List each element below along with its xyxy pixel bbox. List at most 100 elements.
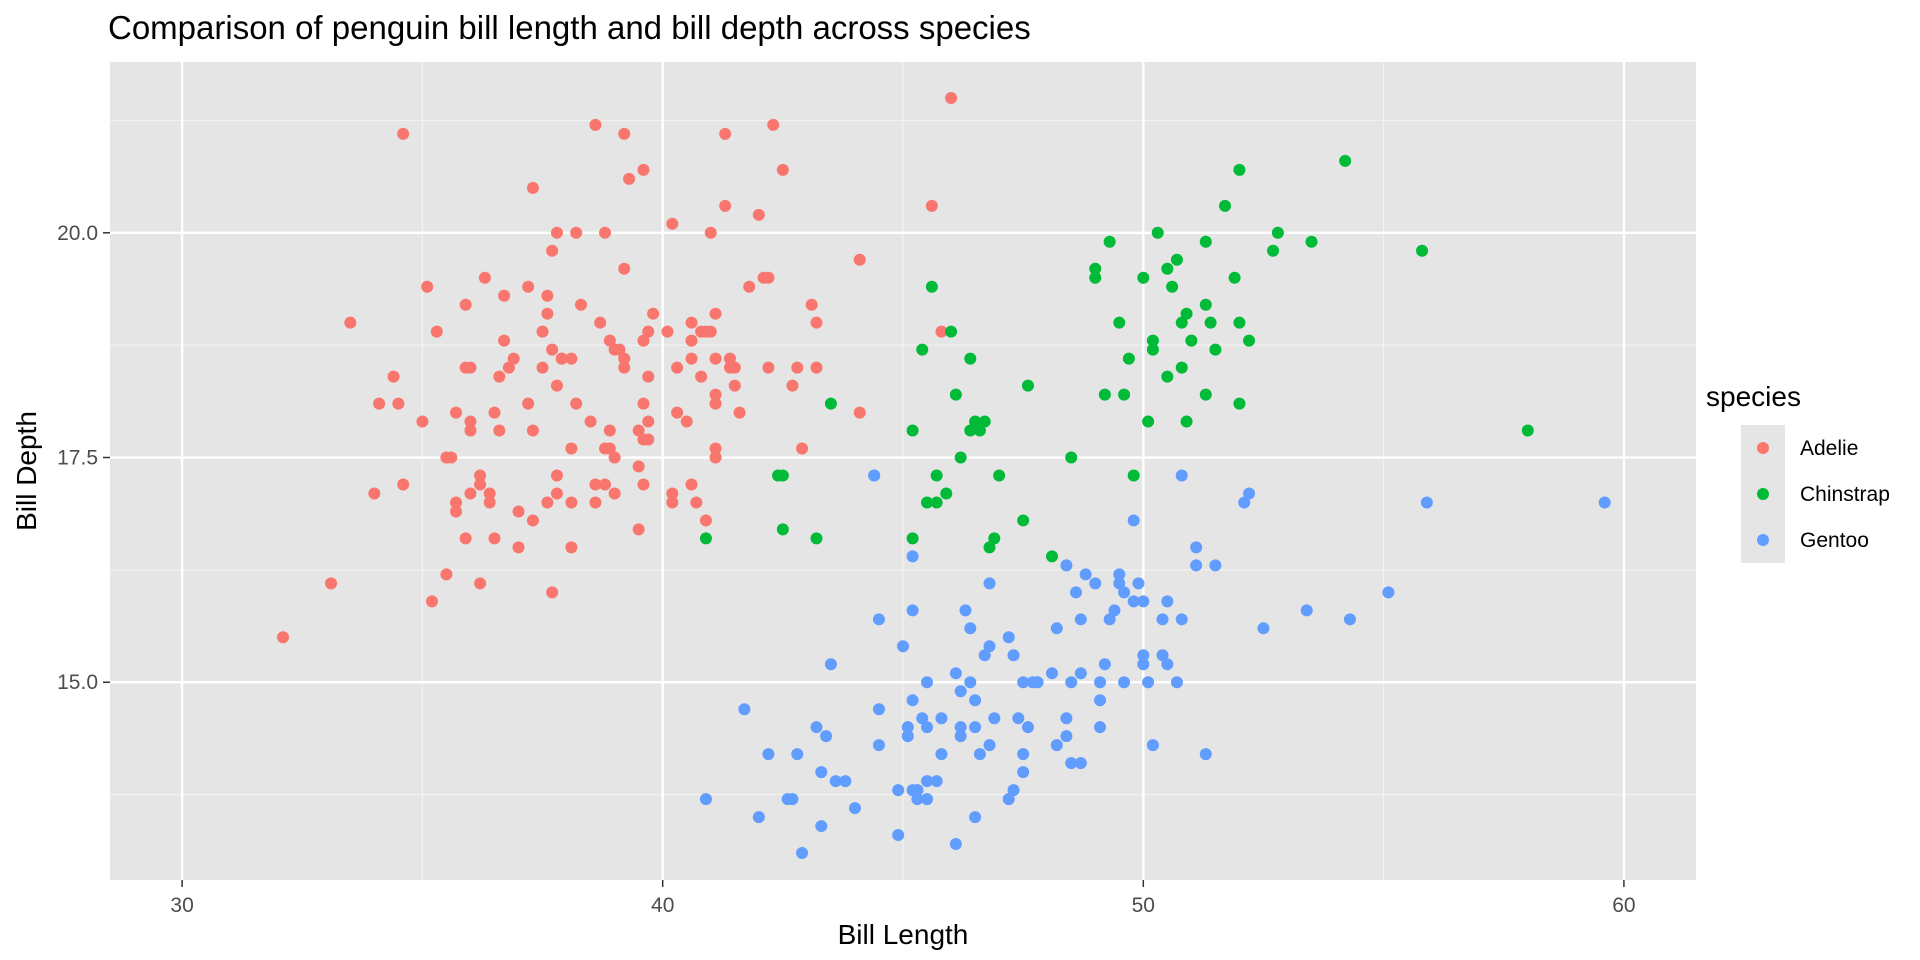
data-point [935,712,948,725]
data-point [728,361,741,374]
data-point [762,271,775,284]
data-point [892,784,905,797]
data-point [459,298,472,311]
data-point [1007,784,1020,797]
data-point [603,334,616,347]
data-point [1045,667,1058,680]
data-point [1127,469,1140,482]
x-tick-label: 60 [1612,894,1635,917]
data-point [1079,568,1092,581]
data-point [762,361,775,374]
data-point [916,712,929,725]
data-point [824,397,837,410]
data-point [815,766,828,779]
data-point [901,721,914,734]
data-point [945,91,958,104]
data-point [1243,487,1256,500]
data-point [1074,757,1087,770]
data-point [1156,613,1169,626]
data-point [791,361,804,374]
data-point [526,424,539,437]
data-point [786,379,799,392]
data-point [498,334,511,347]
major-gridlines [110,62,1696,880]
data-point [767,118,780,131]
data-point [906,532,919,545]
legend-key-chinstrap [1757,488,1769,500]
data-point [1142,415,1155,428]
data-point [1190,559,1203,572]
data-point [954,451,967,464]
data-point [973,424,986,437]
data-point [921,721,934,734]
data-point [608,451,621,464]
data-point [1305,235,1318,248]
data-point [983,541,996,554]
data-point [1089,262,1102,275]
y-tick-label: 17.5 [57,447,98,470]
data-point [921,496,934,509]
data-point [430,325,443,338]
data-point [550,226,563,239]
data-point [1094,694,1107,707]
data-point [752,811,765,824]
data-point [661,325,674,338]
data-point [536,361,549,374]
data-point [426,595,439,608]
data-point [786,793,799,806]
data-point [546,586,559,599]
data-point [1238,496,1251,509]
data-point [642,325,655,338]
data-point [488,532,501,545]
data-point [848,802,861,815]
data-point [949,838,962,851]
data-point [709,397,722,410]
data-point [1060,559,1073,572]
data-point [392,397,405,410]
series-adelie [277,91,958,644]
data-point [1012,712,1025,725]
data-point [925,199,938,212]
data-point [964,424,977,437]
data-point [969,811,982,824]
data-point [704,226,717,239]
data-point [637,163,650,176]
data-point [954,685,967,698]
data-point [1113,577,1126,590]
legend-key-adelie [1757,442,1769,454]
data-point [1060,712,1073,725]
data-point [728,379,741,392]
data-point [993,469,1006,482]
data-point [892,829,905,842]
legend-items: Adelie Chinstrap Gentoo [1757,437,1890,552]
data-point [709,307,722,320]
data-point [1017,748,1030,761]
data-point [474,478,487,491]
data-point [1094,676,1107,689]
data-point [1017,766,1030,779]
data-point [550,469,563,482]
data-point [1098,388,1111,401]
data-point [1161,370,1174,383]
data-point [1180,307,1193,320]
data-point [632,460,645,473]
data-point [1416,244,1429,257]
data-point [959,604,972,617]
data-point [815,820,828,833]
data-point [954,721,967,734]
data-point [911,784,924,797]
data-point [450,496,463,509]
x-tick-label: 40 [651,894,674,917]
data-point [483,487,496,500]
data-point [647,307,660,320]
data-point [483,496,496,509]
data-point [1089,577,1102,590]
data-point [897,640,909,653]
data-point [743,280,756,293]
data-point [911,793,924,806]
minor-gridlines [110,62,1696,880]
data-point [1180,415,1193,428]
data-point [584,415,597,428]
data-point [642,433,655,446]
data-point [493,370,506,383]
